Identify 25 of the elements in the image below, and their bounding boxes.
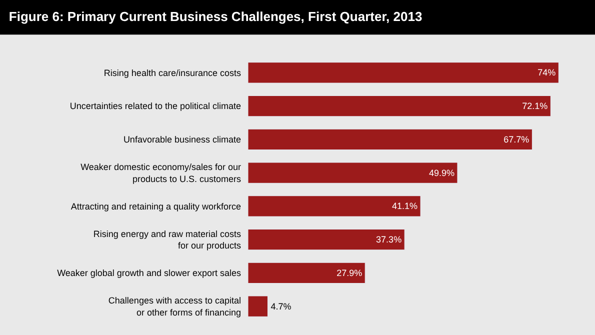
data-label: 74% [538, 68, 556, 78]
y-tick-label: Weaker domestic economy/sales for our products to U.S. customers [80, 162, 242, 184]
data-label: 41.1% [392, 201, 418, 212]
y-tick-label: Challenges with access to capital or other forms of financing [108, 296, 241, 318]
data-label: 4.7% [270, 301, 292, 312]
bar [248, 262, 366, 284]
y-tick-label: Unfavorable business climate [123, 134, 241, 145]
y-tick-label: Rising health care/insurance costs [104, 68, 242, 78]
data-label: 49.9% [428, 168, 454, 178]
y-tick-label: Uncertainties related to the political climate [70, 101, 241, 112]
bar [248, 128, 532, 150]
y-tick-label: Rising energy and raw material costs for our products [93, 228, 242, 251]
y-tick-label: Attracting and retaining a quality workforce [70, 201, 241, 212]
bar [248, 62, 559, 84]
bar [248, 95, 551, 117]
data-label: 37.3% [376, 234, 402, 245]
bar [248, 228, 405, 250]
bar [248, 162, 458, 184]
chart-title: Figure 6: Primary Current Business Challenges, First Quarter, 2013 [8, 8, 422, 24]
bar [248, 196, 421, 217]
data-label: 67.7% [504, 134, 530, 144]
data-label: 72.1% [522, 101, 548, 112]
y-tick-label: Weaker global growth and slower export sales [57, 268, 242, 278]
bar [248, 296, 268, 317]
data-label: 27.9% [336, 268, 362, 278]
